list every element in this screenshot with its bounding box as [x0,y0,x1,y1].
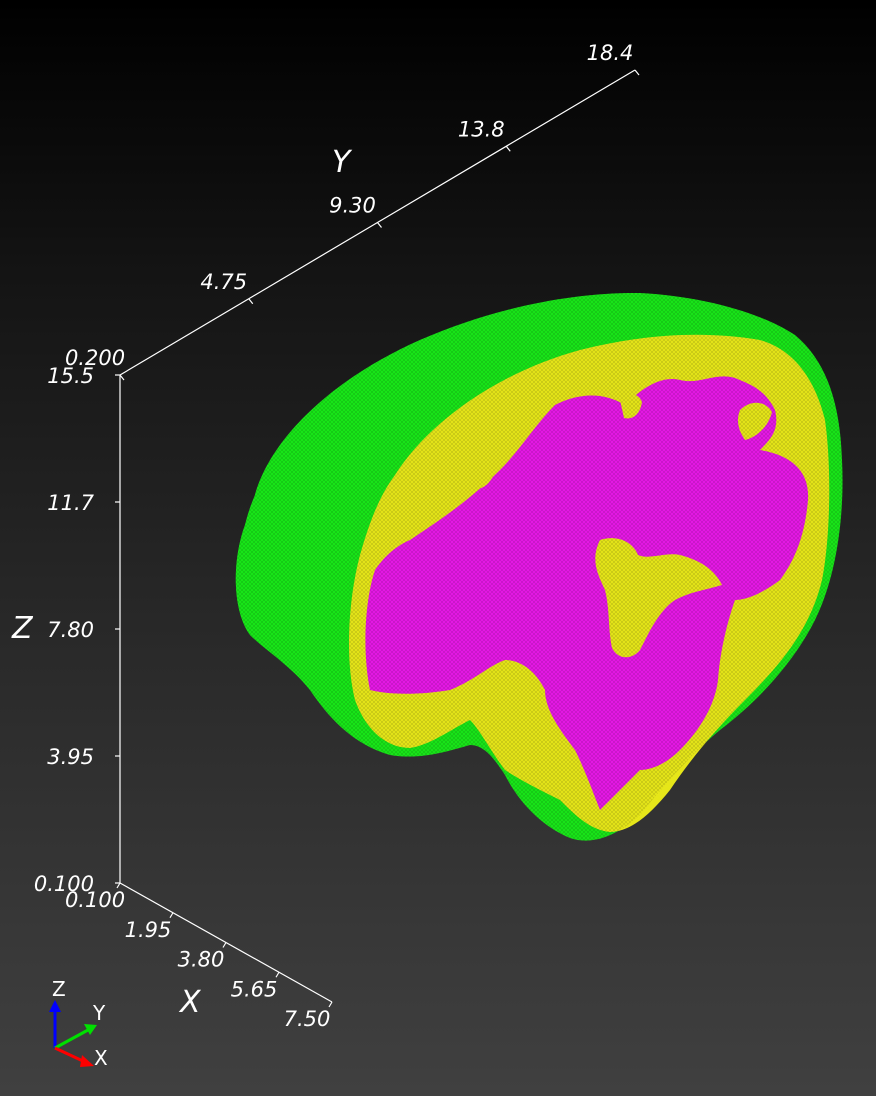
y-axis-tick-label: 9.30 [329,194,376,218]
x-axis-tick-label: 3.80 [178,948,225,972]
orientation-x-arrow [54,1046,86,1064]
y-axis-tick-label: 13.8 [458,117,505,141]
y-axis-ticks: 0.200 4.75 9.30 13.8 18.4 [65,41,640,381]
orientation-widget[interactable]: Z Y X [49,977,108,1070]
x-axis-tick-label: 7.50 [284,1007,331,1031]
x-axis-tick-label: 1.95 [125,918,172,942]
x-axis-tick-label: 0.100 [65,888,125,912]
voxel-texture [235,292,843,841]
y-axis-tick-mark [505,145,511,152]
y-axis-tick-mark [377,222,382,228]
y-axis-tick-label: 0.200 [65,346,125,370]
orientation-y-label: Y [92,1001,106,1025]
cube-axes: 15.5 11.7 7.80 3.95 0.100 0.200 4.75 9.30 13.8 1… [11,41,640,1031]
z-axis-tick-label: 3.95 [47,745,94,769]
x-axis-tick-mark [222,942,227,948]
orientation-z-label: Z [52,977,66,1001]
orientation-y-arrow [54,1028,89,1050]
x-axis-tick-label: 5.65 [231,977,278,1001]
y-axis-tick-mark [634,69,640,76]
x-axis-tick-mark [275,971,280,978]
y-axis-title: Y [332,145,353,180]
orientation-y-arrowhead [84,1024,97,1035]
orientation-x-arrowhead [80,1055,94,1067]
z-axis-ticks: 15.5 11.7 7.80 3.95 0.100 [34,364,120,896]
y-axis-tick-label: 4.75 [200,270,247,294]
z-axis-tick-label: 11.7 [47,491,94,515]
voxel-volume[interactable] [235,292,843,841]
x-axis-title: X [178,985,202,1020]
orientation-x-label: X [94,1046,108,1070]
y-axis-tick-mark [248,298,254,305]
z-axis-tick-label: 7.80 [47,618,94,642]
z-axis-title: Z [11,611,34,646]
x-axis-tick-mark [169,912,174,919]
y-axis-tick-mark [119,374,125,381]
z-axis-tick-label: 15.5 [47,364,94,388]
orientation-z-arrowhead [49,1000,61,1012]
x-axis-tick-mark [328,1001,333,1008]
x-axis-tick-mark [116,882,121,889]
z-axis-tick-label: 0.100 [34,872,94,896]
y-axis-tick-label: 18.4 [587,41,634,65]
